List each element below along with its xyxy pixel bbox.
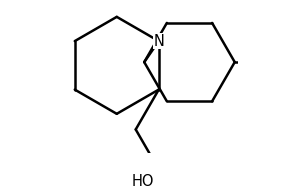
Text: HO: HO [132, 174, 154, 189]
Text: N: N [153, 34, 164, 49]
